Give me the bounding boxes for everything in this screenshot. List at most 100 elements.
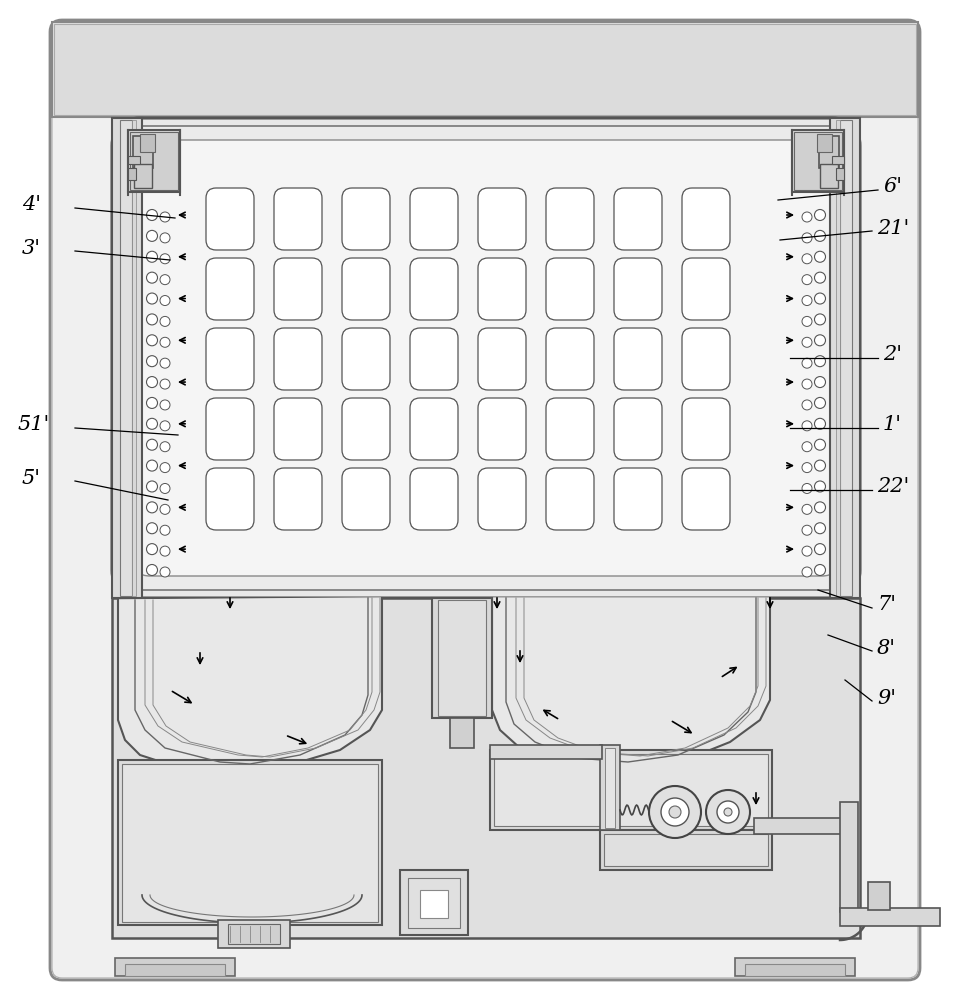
Circle shape: [146, 460, 158, 471]
FancyBboxPatch shape: [206, 328, 254, 390]
Bar: [450, 718, 474, 748]
Circle shape: [802, 337, 812, 347]
Circle shape: [146, 418, 158, 429]
Circle shape: [649, 786, 701, 838]
Bar: [832, 156, 844, 164]
Text: 21': 21': [877, 219, 909, 237]
Circle shape: [802, 400, 812, 410]
Circle shape: [160, 400, 170, 410]
Circle shape: [160, 337, 170, 347]
Bar: [125, 964, 225, 976]
FancyBboxPatch shape: [342, 258, 390, 320]
Circle shape: [160, 358, 170, 368]
Circle shape: [160, 212, 170, 222]
Circle shape: [815, 460, 826, 471]
Bar: [128, 168, 136, 180]
Circle shape: [802, 483, 812, 493]
Circle shape: [815, 210, 826, 221]
Text: 7': 7': [877, 595, 896, 614]
FancyBboxPatch shape: [134, 140, 838, 576]
Circle shape: [146, 210, 158, 221]
Circle shape: [815, 251, 826, 262]
Circle shape: [802, 463, 812, 473]
Circle shape: [802, 296, 812, 306]
Circle shape: [802, 316, 812, 326]
Circle shape: [815, 502, 826, 513]
Circle shape: [146, 272, 158, 283]
FancyBboxPatch shape: [112, 118, 860, 598]
Bar: [118, 760, 382, 925]
FancyBboxPatch shape: [410, 188, 458, 250]
Circle shape: [815, 293, 826, 304]
FancyBboxPatch shape: [274, 398, 322, 460]
Circle shape: [160, 525, 170, 535]
FancyBboxPatch shape: [342, 468, 390, 530]
Circle shape: [160, 504, 170, 514]
Circle shape: [146, 564, 158, 576]
FancyBboxPatch shape: [546, 258, 594, 320]
FancyBboxPatch shape: [50, 20, 920, 980]
FancyBboxPatch shape: [478, 258, 526, 320]
Bar: [134, 164, 152, 188]
Bar: [604, 834, 768, 866]
Circle shape: [802, 442, 812, 452]
FancyBboxPatch shape: [682, 468, 730, 530]
Circle shape: [160, 442, 170, 452]
Bar: [112, 118, 142, 598]
Bar: [600, 830, 772, 870]
FancyBboxPatch shape: [410, 398, 458, 460]
Circle shape: [160, 316, 170, 326]
FancyBboxPatch shape: [546, 468, 594, 530]
FancyBboxPatch shape: [274, 468, 322, 530]
FancyBboxPatch shape: [410, 328, 458, 390]
Circle shape: [160, 233, 170, 243]
FancyBboxPatch shape: [682, 188, 730, 250]
Bar: [132, 120, 136, 596]
Circle shape: [160, 546, 170, 556]
FancyBboxPatch shape: [546, 328, 594, 390]
FancyBboxPatch shape: [614, 258, 662, 320]
FancyBboxPatch shape: [410, 258, 458, 320]
FancyBboxPatch shape: [206, 398, 254, 460]
Circle shape: [815, 377, 826, 388]
Bar: [228, 924, 280, 944]
Text: 3': 3': [22, 238, 41, 257]
Circle shape: [146, 314, 158, 325]
Circle shape: [802, 212, 812, 222]
Text: 4': 4': [22, 196, 41, 215]
Circle shape: [802, 254, 812, 264]
Bar: [128, 156, 140, 164]
FancyBboxPatch shape: [410, 468, 458, 530]
Bar: [754, 818, 846, 834]
FancyBboxPatch shape: [274, 258, 322, 320]
Circle shape: [160, 463, 170, 473]
Bar: [868, 882, 890, 910]
FancyBboxPatch shape: [478, 188, 526, 250]
FancyBboxPatch shape: [614, 328, 662, 390]
Circle shape: [146, 356, 158, 367]
Circle shape: [706, 790, 750, 834]
Bar: [490, 750, 772, 830]
Circle shape: [146, 335, 158, 346]
FancyBboxPatch shape: [206, 188, 254, 250]
Bar: [794, 132, 842, 190]
Bar: [140, 134, 155, 152]
FancyBboxPatch shape: [206, 468, 254, 530]
Text: 6': 6': [883, 178, 902, 196]
Bar: [490, 745, 602, 759]
Bar: [836, 168, 844, 180]
Polygon shape: [118, 598, 382, 772]
Bar: [133, 136, 153, 168]
Bar: [120, 120, 132, 596]
Bar: [605, 748, 615, 828]
Bar: [735, 958, 855, 976]
FancyBboxPatch shape: [478, 398, 526, 460]
Circle shape: [146, 397, 158, 408]
Circle shape: [815, 523, 826, 534]
Bar: [122, 764, 378, 922]
FancyBboxPatch shape: [682, 328, 730, 390]
Text: 51': 51': [18, 416, 50, 434]
FancyBboxPatch shape: [342, 188, 390, 250]
Text: 2': 2': [883, 346, 902, 364]
Circle shape: [160, 483, 170, 493]
